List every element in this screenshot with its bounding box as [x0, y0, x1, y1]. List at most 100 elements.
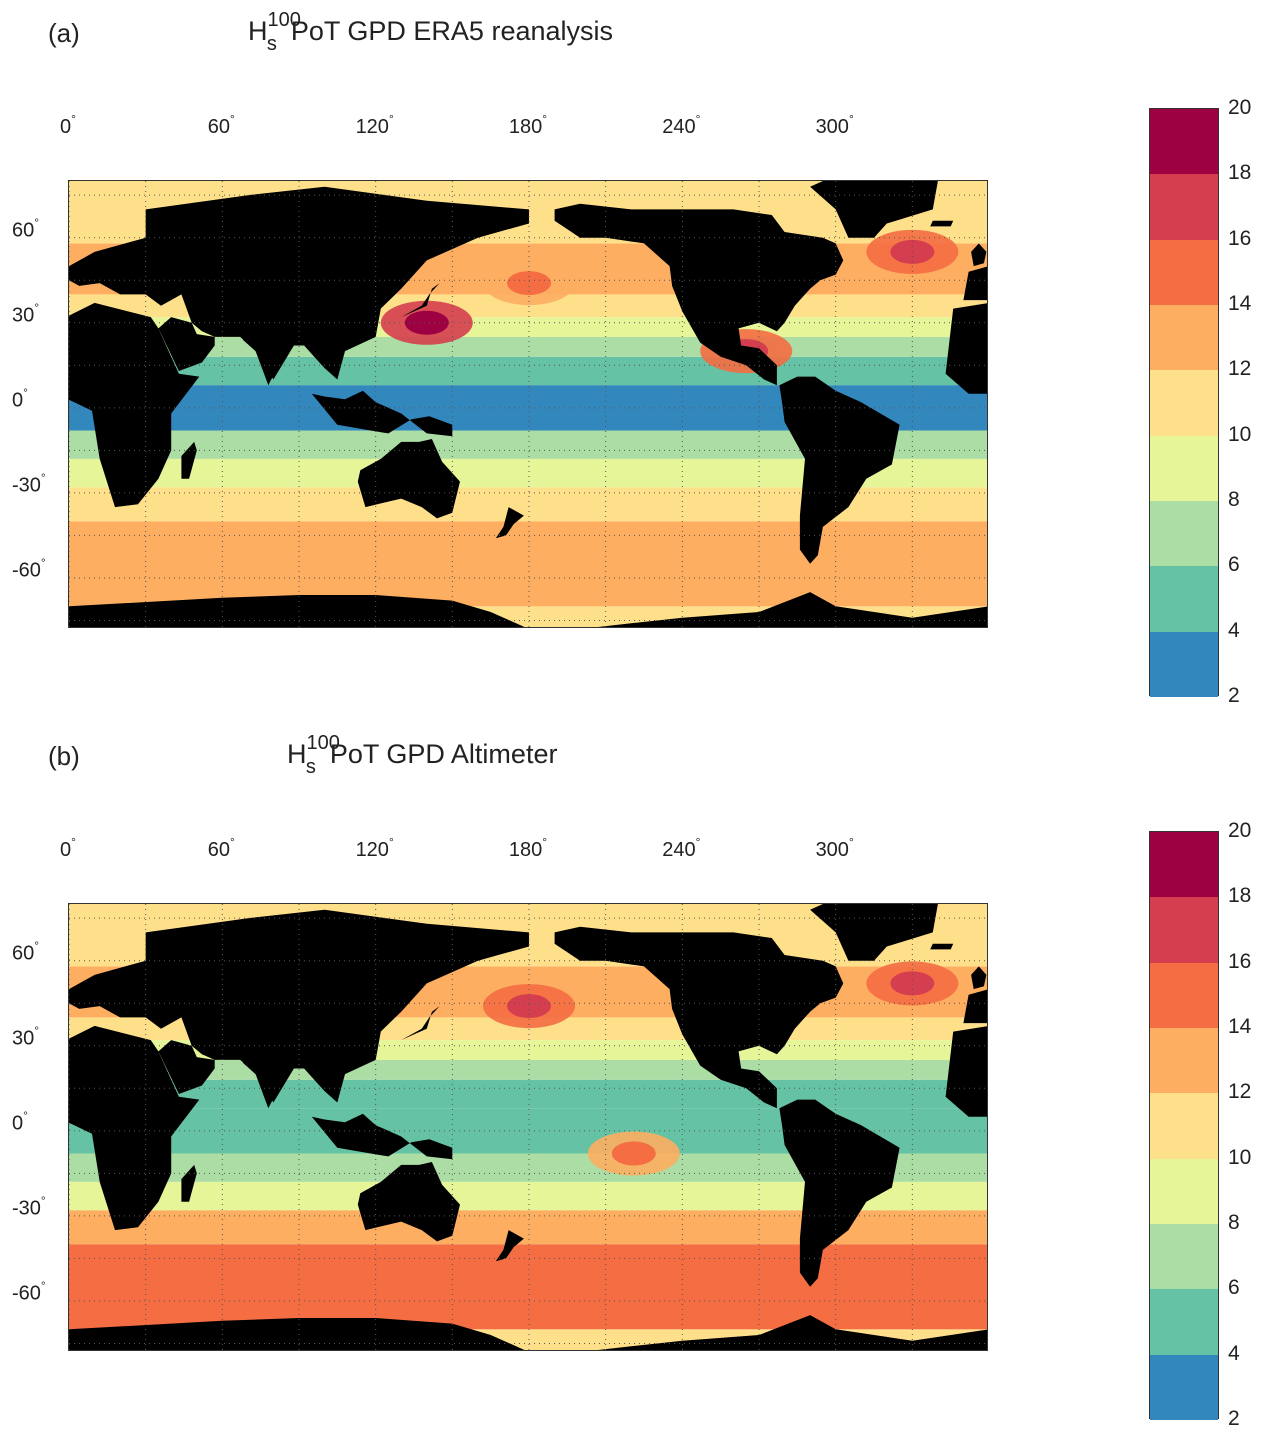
- colorbar-segment: [1150, 631, 1218, 698]
- lat-tick-label: 60°: [12, 938, 40, 965]
- land-japan: [401, 1006, 440, 1041]
- land-eurasia-w: [963, 266, 987, 301]
- land-eurasia: [69, 909, 529, 1103]
- lon-tick-label: 120°: [355, 835, 394, 861]
- colorbar-segment: [1150, 239, 1218, 306]
- colorbar-segment: [1150, 897, 1218, 964]
- colorbar-segment: [1150, 109, 1218, 175]
- colorbar-segment: [1150, 1224, 1218, 1290]
- lon-tick-label: 240°: [662, 112, 701, 138]
- lon-tick-label: 60°: [207, 112, 235, 138]
- land-iceland: [930, 220, 954, 227]
- title-text: PoT GPD Altimeter: [329, 739, 558, 769]
- land-seasia-isl: [311, 390, 453, 437]
- colorbar-tick-label: 4: [1228, 1341, 1240, 1365]
- lon-tick-label: 180°: [508, 112, 548, 138]
- hotspot: [611, 1141, 656, 1166]
- lat-tick-label: 0°: [12, 385, 28, 412]
- colorbar-tick-label: 8: [1228, 1211, 1240, 1234]
- land-namerica: [554, 203, 844, 386]
- colorbar-tick-label: 10: [1228, 1145, 1252, 1169]
- colorbar-tick-label: 10: [1228, 422, 1252, 446]
- land-japan: [401, 283, 440, 318]
- colorbar-tick-label: 8: [1228, 488, 1240, 511]
- colorbar-segment: [1150, 1354, 1218, 1421]
- land-seasia-isl: [311, 1113, 453, 1160]
- colorbar-segment: [1150, 501, 1218, 567]
- land-greenland: [810, 181, 938, 238]
- colorbar-segment: [1150, 370, 1218, 437]
- land-india: [242, 1051, 294, 1109]
- land-nz: [495, 1230, 524, 1262]
- colorbar: [1149, 108, 1219, 698]
- title-symbol: H: [287, 739, 307, 769]
- colorbar-tick-label: 14: [1228, 292, 1252, 315]
- map-svg: [69, 904, 987, 1350]
- lat-tick-label: 0°: [12, 1108, 28, 1135]
- colorbar-segment: [1150, 962, 1218, 1029]
- colorbar-segment: [1150, 1158, 1218, 1225]
- field-band: [69, 1244, 987, 1330]
- lat-tick-label: 30°: [12, 300, 40, 327]
- land-iceland: [930, 943, 954, 950]
- colorbar-tick-label: 20: [1228, 96, 1252, 119]
- land-namerica: [554, 926, 844, 1109]
- land-india: [242, 328, 294, 386]
- colorbar-tick-label: 12: [1228, 357, 1252, 381]
- colorbar-segment: [1150, 1289, 1218, 1356]
- lon-tick-label: 300°: [815, 835, 854, 861]
- colorbar-tick-label: 20: [1228, 819, 1252, 842]
- map-plot-area: [68, 903, 988, 1351]
- land-greenland: [810, 904, 938, 961]
- panel-label: (b): [48, 741, 80, 771]
- panel-b: (b) H100s PoT GPD Altimeter 0° 60° 120° 180° 24…: [0, 723, 1270, 1447]
- land-eurasia: [69, 186, 529, 380]
- colorbar-segment: [1150, 1093, 1218, 1160]
- colorbar-tick-label: 16: [1228, 226, 1252, 250]
- land-antarctica: [69, 1315, 987, 1350]
- land-antarctica: [69, 592, 987, 627]
- land-uk: [971, 966, 987, 990]
- land-arabia: [158, 1040, 215, 1094]
- colorbar-tick-label: 4: [1228, 618, 1240, 642]
- panel-label: (a): [48, 18, 80, 48]
- land-samerica: [779, 1099, 900, 1287]
- land-eurasia-w: [963, 989, 987, 1024]
- lat-tick-label: -30°: [12, 470, 46, 497]
- lon-tick-label: 0°: [60, 835, 76, 861]
- colorbar-tick-label: 16: [1228, 949, 1252, 973]
- colorbar-tick-label: 6: [1228, 553, 1240, 577]
- colorbar-tick-label: 2: [1228, 684, 1240, 707]
- title-superscript: 100: [306, 732, 340, 754]
- panel-title: H100s PoT GPD Altimeter: [287, 732, 558, 778]
- land-australia: [357, 1162, 460, 1242]
- title-superscript: 100: [267, 9, 301, 31]
- land-australia: [357, 439, 460, 519]
- lat-tick-label: -30°: [12, 1193, 46, 1220]
- land-africa-w: [945, 1026, 987, 1117]
- lon-tick-label: 120°: [355, 112, 394, 138]
- colorbar: [1149, 831, 1219, 1421]
- lon-tick-label: 240°: [662, 835, 701, 861]
- land-samerica: [779, 376, 900, 564]
- title-subscript: s: [305, 756, 316, 778]
- lat-tick-label: -60°: [12, 555, 46, 582]
- panel-a: (a) H100s PoT GPD ERA5 reanalysis 0° 60° 120°…: [0, 0, 1270, 723]
- colorbar-tick-label: 18: [1228, 884, 1252, 908]
- hotspot: [507, 994, 551, 1019]
- map-svg: [69, 181, 987, 627]
- lon-tick-label: 60°: [207, 835, 235, 861]
- lon-tick-label: 180°: [508, 835, 548, 861]
- map-plot-area: [68, 180, 988, 628]
- colorbar-segment: [1150, 832, 1218, 898]
- land-arabia: [158, 317, 215, 371]
- lon-tick-label: 0°: [60, 112, 76, 138]
- lat-tick-label: -60°: [12, 1278, 46, 1305]
- colorbar-segment: [1150, 435, 1218, 502]
- colorbar-tick-label: 6: [1228, 1276, 1240, 1300]
- colorbar-segment: [1150, 174, 1218, 241]
- land-africa: [69, 302, 200, 508]
- land-africa-w: [945, 303, 987, 394]
- panel-title: H100s PoT GPD ERA5 reanalysis: [248, 9, 613, 55]
- lat-tick-label: 30°: [12, 1023, 40, 1050]
